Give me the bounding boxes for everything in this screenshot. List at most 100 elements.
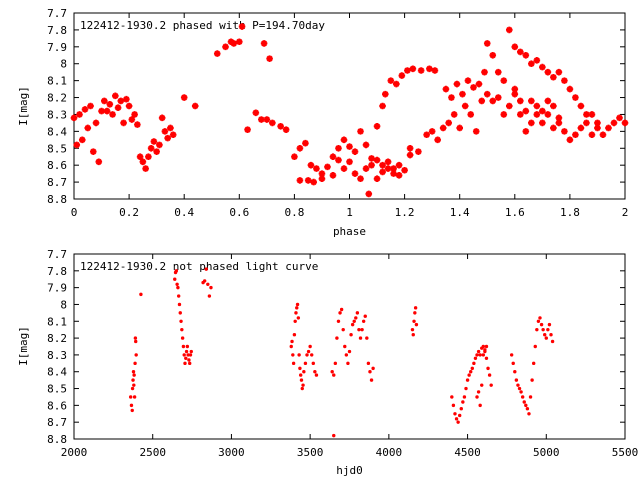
data-point bbox=[346, 361, 350, 366]
y-tick-label: 8.4 bbox=[47, 125, 67, 138]
data-point bbox=[539, 322, 544, 327]
data-point bbox=[543, 333, 547, 337]
data-point bbox=[153, 148, 160, 155]
x-tick-label: 4000 bbox=[376, 446, 403, 459]
data-point bbox=[357, 175, 364, 183]
data-point bbox=[390, 165, 397, 172]
data-point bbox=[470, 366, 474, 371]
data-point bbox=[483, 90, 491, 98]
data-point bbox=[180, 327, 184, 332]
x-tick-label: 0.2 bbox=[119, 206, 139, 219]
data-point bbox=[406, 144, 414, 152]
data-point bbox=[136, 153, 144, 161]
data-point bbox=[423, 131, 430, 139]
data-point bbox=[481, 344, 486, 349]
data-point bbox=[167, 124, 174, 132]
data-point bbox=[483, 40, 491, 47]
x-axis-title: hjd0 bbox=[336, 464, 363, 477]
data-point bbox=[132, 373, 136, 377]
data-point bbox=[269, 119, 276, 127]
data-point bbox=[520, 395, 525, 399]
data-point bbox=[305, 353, 309, 357]
data-point bbox=[533, 344, 537, 349]
data-point bbox=[533, 102, 541, 110]
data-point bbox=[401, 166, 408, 174]
data-point bbox=[295, 306, 299, 310]
data-point bbox=[114, 104, 122, 111]
y-axis-title: I[mag] bbox=[17, 86, 30, 126]
y-tick-label: 8.4 bbox=[47, 366, 67, 379]
data-point bbox=[78, 136, 86, 144]
data-point bbox=[583, 119, 590, 127]
data-point bbox=[414, 322, 419, 327]
data-point bbox=[511, 361, 515, 366]
data-point bbox=[489, 51, 497, 59]
data-point bbox=[363, 314, 367, 318]
data-point bbox=[131, 378, 135, 382]
data-point bbox=[453, 412, 457, 416]
data-point bbox=[487, 373, 492, 377]
data-point bbox=[184, 356, 188, 360]
data-point bbox=[406, 151, 414, 159]
data-point bbox=[134, 353, 138, 357]
data-point bbox=[530, 378, 534, 382]
data-point bbox=[252, 109, 260, 117]
data-point bbox=[333, 361, 338, 366]
data-point bbox=[369, 378, 374, 382]
data-point bbox=[296, 144, 304, 152]
data-point bbox=[528, 60, 535, 68]
data-point bbox=[178, 311, 182, 315]
data-point bbox=[177, 302, 182, 307]
data-point bbox=[357, 327, 361, 332]
data-point bbox=[150, 138, 158, 145]
data-point bbox=[373, 122, 381, 130]
data-point bbox=[180, 94, 188, 101]
y-tick-label: 8.3 bbox=[47, 349, 67, 362]
data-point bbox=[128, 116, 136, 123]
data-point bbox=[588, 111, 596, 118]
x-tick-label: 3000 bbox=[218, 446, 245, 459]
y-tick-label: 8.5 bbox=[47, 383, 67, 396]
data-point bbox=[434, 136, 441, 144]
data-point bbox=[528, 97, 535, 105]
data-point bbox=[544, 97, 552, 105]
data-point bbox=[538, 316, 542, 320]
data-point bbox=[442, 85, 450, 93]
data-point bbox=[302, 370, 306, 374]
data-point bbox=[174, 269, 179, 273]
data-point bbox=[296, 316, 301, 320]
data-point bbox=[180, 336, 185, 340]
data-point bbox=[176, 294, 181, 298]
data-point bbox=[456, 124, 463, 132]
data-point bbox=[528, 119, 535, 127]
data-point bbox=[263, 116, 271, 123]
data-point bbox=[179, 319, 183, 323]
data-point bbox=[616, 114, 623, 122]
data-point bbox=[461, 102, 469, 110]
data-point bbox=[147, 144, 155, 152]
data-point bbox=[484, 356, 489, 360]
data-point bbox=[550, 124, 557, 132]
data-point bbox=[123, 95, 130, 103]
data-point bbox=[301, 383, 305, 387]
data-point bbox=[500, 111, 508, 118]
x-tick-label: 1 bbox=[346, 206, 353, 219]
data-point bbox=[456, 420, 460, 424]
data-point bbox=[277, 122, 284, 130]
data-point bbox=[544, 111, 552, 118]
data-point bbox=[494, 94, 502, 101]
phased-chart: 122412-1930.2 phased with P=194.70day ph… bbox=[17, 7, 628, 238]
data-point bbox=[313, 165, 320, 172]
data-point bbox=[489, 97, 497, 105]
y-tick-label: 8.8 bbox=[47, 433, 67, 446]
data-point bbox=[621, 119, 629, 127]
data-point bbox=[341, 327, 345, 332]
data-point bbox=[204, 267, 208, 271]
data-point bbox=[555, 119, 563, 127]
data-point bbox=[522, 400, 526, 404]
data-point bbox=[610, 119, 618, 127]
data-point bbox=[527, 412, 531, 416]
data-point bbox=[335, 156, 342, 164]
data-point bbox=[566, 85, 574, 93]
data-point bbox=[428, 128, 436, 135]
